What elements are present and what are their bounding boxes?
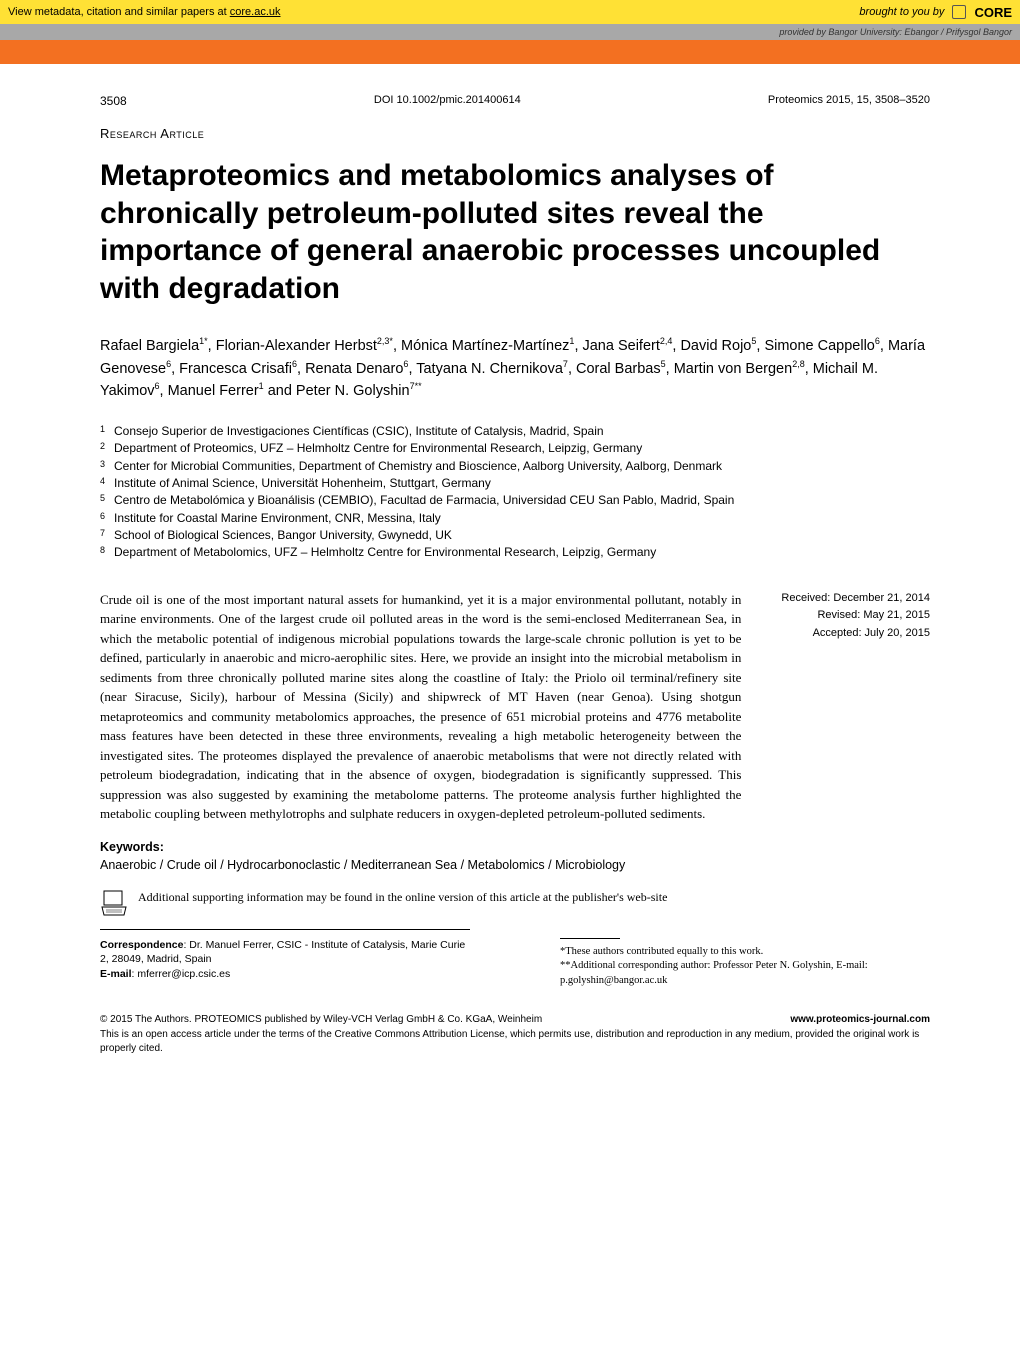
date-received: Received: December 21, 2014 [781, 590, 930, 608]
banner-right: brought to you by CORE [859, 5, 1012, 20]
doi: DOI 10.1002/pmic.201400614 [374, 94, 521, 108]
abstract-block: Crude oil is one of the most important n… [100, 590, 930, 824]
divider [100, 929, 470, 930]
core-icon [952, 5, 966, 19]
copyright-block: © 2015 The Authors. PROTEOMICS published… [100, 1013, 930, 1056]
supplementary-info: Additional supporting information may be… [100, 889, 930, 917]
footnotes-col: *These authors contributed equally to th… [560, 938, 930, 989]
banner-left: View metadata, citation and similar pape… [8, 6, 859, 18]
core-link[interactable]: core.ac.uk [230, 6, 281, 18]
journal-info: Proteomics 2015, 15, 3508–3520 [768, 94, 930, 108]
core-logo: CORE [974, 5, 1012, 20]
keywords: Anaerobic / Crude oil / Hydrocarbonoclas… [100, 856, 930, 875]
date-accepted: Accepted: July 20, 2015 [781, 625, 930, 643]
email-label: E-mail [100, 968, 132, 980]
correspondence-col: Correspondence: Dr. Manuel Ferrer, CSIC … [100, 938, 470, 989]
footnote-1: *These authors contributed equally to th… [560, 945, 930, 960]
provider-bar: provided by Bangor University: Ebangor /… [0, 24, 1020, 40]
article-type: Research Article [100, 126, 930, 141]
article-number: 3508 [100, 94, 127, 108]
banner-text: View metadata, citation and similar pape… [8, 6, 230, 18]
document-icon [100, 889, 128, 917]
article-title: Metaproteomics and metabolomics analyses… [100, 157, 930, 307]
provider-name: Bangor University: Ebangor / Prifysgol B… [828, 27, 1012, 37]
copyright-row: © 2015 The Authors. PROTEOMICS published… [100, 1013, 930, 1027]
journal-url: www.proteomics-journal.com [790, 1013, 930, 1027]
metadata-banner: View metadata, citation and similar pape… [0, 0, 1020, 24]
license-text: This is an open access article under the… [100, 1028, 930, 1055]
dates: Received: December 21, 2014 Revised: May… [781, 590, 930, 824]
abstract-text: Crude oil is one of the most important n… [100, 590, 741, 824]
provider-label: provided by [779, 27, 828, 37]
email-text: : mferrer@icp.csic.es [132, 968, 231, 980]
orange-bar [0, 40, 1020, 64]
supp-text: Additional supporting information may be… [138, 889, 667, 906]
copyright-text: © 2015 The Authors. PROTEOMICS published… [100, 1013, 542, 1027]
keywords-label: Keywords: [100, 840, 930, 854]
article-content: 3508 DOI 10.1002/pmic.201400614 Proteomi… [0, 64, 1020, 1085]
brought-by: brought to you by [859, 6, 944, 18]
corr-label: Correspondence [100, 939, 183, 951]
header-row: 3508 DOI 10.1002/pmic.201400614 Proteomi… [100, 94, 930, 108]
authors: Rafael Bargiela1*, Florian-Alexander Her… [100, 335, 930, 403]
small-divider [560, 938, 620, 939]
footer-columns: Correspondence: Dr. Manuel Ferrer, CSIC … [100, 938, 930, 989]
date-revised: Revised: May 21, 2015 [781, 607, 930, 625]
affiliations: 1Consejo Superior de Investigaciones Cie… [100, 423, 930, 562]
footnote-2: **Additional corresponding author: Profe… [560, 959, 930, 988]
